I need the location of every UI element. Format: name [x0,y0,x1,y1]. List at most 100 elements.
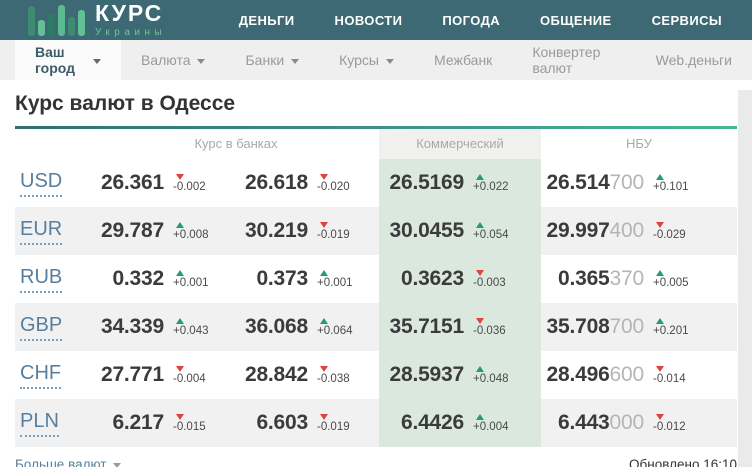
change-badge: +0.001 [317,269,361,289]
change-badge: -0.004 [173,365,217,385]
change-badge: -0.019 [317,413,361,433]
nbu-cell: 29.997 400 -0.029 [541,207,737,255]
bank-sell-cell: 6.603 -0.019 [235,399,379,447]
subnav-webmoney[interactable]: Web.деньги [636,40,752,80]
commercial-cell: 30.0455 +0.054 [379,207,541,255]
nav-item-community[interactable]: ОБЩЕНИЕ [540,12,612,28]
currency-code-link[interactable]: PLN [20,410,59,437]
bank-buy-value: 6.217 [112,411,164,434]
table-row-eur: EUR 29.787 +0.008 30.219 -0.019 30.0455 … [15,207,737,255]
trend-arrow-icon [320,269,328,276]
subnav-converter[interactable]: Конвертер валют [512,40,635,80]
bar-chart-logo-icon [28,4,85,36]
currency-code-link[interactable]: CHF [20,362,62,389]
subnav-label: Курсы [339,52,379,68]
nav-item-weather[interactable]: ПОГОДА [442,12,501,28]
chevron-down-icon [92,58,101,64]
top-menu: ДЕНЬГИ НОВОСТИ ПОГОДА ОБЩЕНИЕ СЕРВИСЫ [239,13,722,28]
subnav-currency[interactable]: Валюта [121,40,226,80]
currency-code-link[interactable]: USD [20,170,63,197]
currency-code-link[interactable]: RUB [20,266,63,293]
nbu-cell: 6.443 000 -0.012 [541,399,737,447]
change-value: -0.019 [317,420,350,433]
chevron-down-icon [291,58,300,64]
table-header-row: Курс в банках Коммерческий НБУ [15,129,737,159]
commercial-value: 26.5169 [389,171,464,194]
bank-buy-value: 34.339 [100,315,164,338]
nav-item-services[interactable]: СЕРВИСЫ [651,12,722,28]
site-logo[interactable]: КУРС Украины [28,2,166,38]
change-badge: -0.014 [653,365,697,385]
nbu-cell: 26.514 700 +0.101 [541,159,737,207]
change-badge: -0.002 [173,173,217,193]
nbu-cell: 0.365 370 +0.005 [541,255,737,303]
change-value: +0.001 [317,276,353,289]
table-row-gbp: GBP 34.339 +0.043 36.068 +0.064 35.7151 … [15,303,737,351]
change-value: -0.012 [653,420,686,433]
change-value: -0.019 [317,228,350,241]
nav-item-news[interactable]: НОВОСТИ [334,12,403,28]
bank-sell-value: 0.373 [256,267,308,290]
change-badge: -0.029 [653,221,697,241]
bank-sell-cell: 26.618 -0.020 [235,159,379,207]
logo-text: КУРС Украины [95,2,166,38]
bank-sell-value: 28.842 [244,363,308,386]
change-badge: +0.005 [653,269,697,289]
trend-arrow-icon [176,317,184,324]
nbu-value-main: 29.997 [546,219,610,242]
change-value: -0.020 [317,180,350,193]
bank-buy-cell: 29.787 +0.008 [93,207,235,255]
commercial-cell: 28.5937 +0.048 [379,351,541,399]
change-badge: -0.038 [317,365,361,385]
more-currencies-link[interactable]: Больше валют [15,457,121,467]
subnav-banks[interactable]: Банки [225,40,319,80]
chevron-down-icon [112,463,121,467]
header-nbu: НБУ [626,136,652,151]
commercial-value: 28.5937 [389,363,464,386]
header-banks: Курс в банках [194,136,278,151]
updated-timestamp: Обновлено 16:10 [629,457,737,467]
bank-sell-value: 30.219 [244,219,308,242]
change-badge: +0.008 [173,221,217,241]
change-value: +0.201 [653,324,689,337]
trend-arrow-icon [476,365,484,372]
change-badge: -0.015 [173,413,217,433]
nav-item-money[interactable]: ДЕНЬГИ [238,12,295,28]
change-value: +0.005 [653,276,689,289]
change-badge: +0.022 [473,173,517,193]
trend-arrow-icon [176,365,184,372]
subnav-rates[interactable]: Курсы [319,40,414,80]
bank-sell-value: 36.068 [244,315,308,338]
trend-arrow-icon [656,413,664,420]
change-value: +0.064 [317,324,353,337]
commercial-value: 30.0455 [389,219,464,242]
currency-code-link[interactable]: GBP [20,314,63,341]
bank-sell-value: 26.618 [244,171,308,194]
trend-arrow-icon [320,413,328,420]
table-row-usd: USD 26.361 -0.002 26.618 -0.020 26.5169 … [15,159,737,207]
sub-navbar: Ваш город Валюта Банки Курсы Межбанк Кон… [0,40,752,80]
trend-arrow-icon [656,221,664,228]
bank-buy-value: 27.771 [100,363,164,386]
subnav-your-city[interactable]: Ваш город [15,40,121,80]
subnav-interbank[interactable]: Межбанк [414,40,512,80]
scrollbar-track[interactable] [738,90,752,467]
currency-code-link[interactable]: EUR [20,218,63,245]
change-value: +0.054 [473,228,509,241]
change-badge: +0.064 [317,317,361,337]
nbu-value-tail: 600 [609,363,645,386]
bank-buy-cell: 26.361 -0.002 [93,159,235,207]
change-value: +0.008 [173,228,209,241]
trend-arrow-icon [320,173,328,180]
change-badge: +0.001 [173,269,217,289]
trend-arrow-icon [176,173,184,180]
change-badge: -0.003 [473,269,517,289]
change-value: +0.001 [173,276,209,289]
change-value: -0.004 [173,372,206,385]
commercial-cell: 35.7151 -0.036 [379,303,541,351]
trend-arrow-icon [176,221,184,228]
trend-arrow-icon [320,221,328,228]
table-row-pln: PLN 6.217 -0.015 6.603 -0.019 6.4426 +0.… [15,399,737,447]
more-currencies-label: Больше валют [15,457,107,467]
